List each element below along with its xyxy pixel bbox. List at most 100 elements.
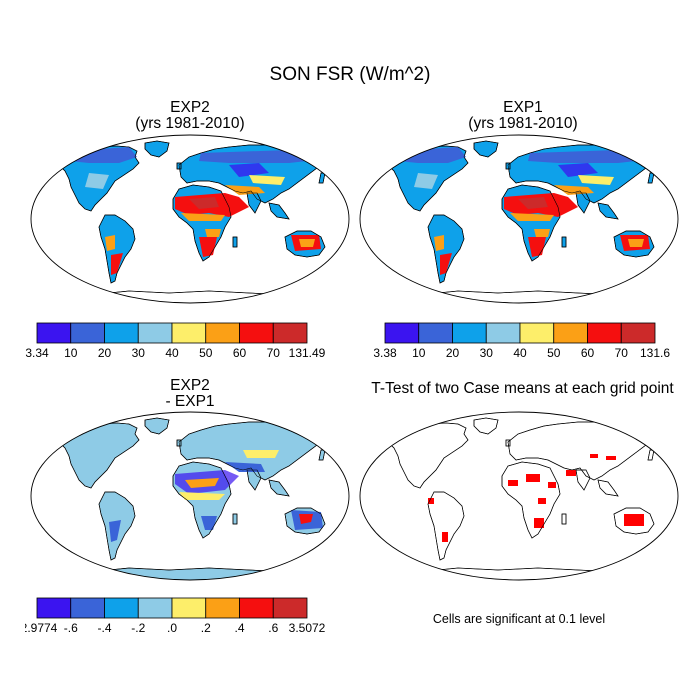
colorbar-tick-label: 10 <box>64 346 78 360</box>
map-border <box>30 134 350 304</box>
coastline-madagascar <box>561 236 567 248</box>
region-sahel <box>510 213 554 221</box>
region-sahel-diff <box>179 492 225 500</box>
panel-3-title: EXP2 - EXP1 <box>25 378 355 410</box>
colorbar-tick-label: .0 <box>167 621 177 635</box>
continent-antarctica <box>417 290 622 303</box>
colorbar-tick-label: 50 <box>547 346 561 360</box>
colorbar-tick-label: 10 <box>412 346 426 360</box>
region-australia-core <box>299 239 315 247</box>
colorbar-box <box>36 322 72 344</box>
continent-greenland <box>144 140 170 158</box>
colorbar-tick-label: 3.5072 <box>289 621 326 635</box>
figure-title: SON FSR (W/m^2) <box>269 64 431 85</box>
region-sahel <box>181 213 225 221</box>
panel-2-title: EXP1 (yrs 1981-2010) <box>358 100 688 132</box>
colorbar-box <box>70 322 105 344</box>
coastline-seAsia <box>268 202 290 220</box>
coastline-northAmerica <box>56 145 140 212</box>
continent-greenland <box>144 417 170 435</box>
coastline-greenland <box>473 417 499 435</box>
colorbar-box <box>384 322 420 344</box>
coastline-southAmerica <box>427 214 465 284</box>
coastline-uk <box>505 162 511 170</box>
significant-cell <box>566 470 576 476</box>
continent-madagascar <box>232 236 238 248</box>
colorbar-tick-label: 131.6 <box>640 346 670 360</box>
colorbar-box <box>272 597 308 619</box>
colorbar-tick-label: 30 <box>132 346 146 360</box>
panel-1-title-line1: EXP2 <box>170 99 210 116</box>
region-australia-core <box>628 239 644 247</box>
colorbar-tick-label: 3.34 <box>25 346 49 360</box>
colorbar-box <box>205 322 240 344</box>
continent-antarctica <box>88 567 293 580</box>
colorbar-box <box>104 597 139 619</box>
coastline-australia <box>284 230 326 258</box>
colorbar-box <box>104 322 139 344</box>
coastline-greenland <box>144 417 170 435</box>
colorbar-tick-label: 40 <box>165 346 179 360</box>
region-southern-africa-rim <box>205 229 221 237</box>
colorbar-box <box>171 322 207 344</box>
region-middle-east-diff <box>225 462 265 472</box>
colorbar-box <box>239 322 274 344</box>
coastline-greenland <box>144 140 170 158</box>
map-border <box>359 411 679 581</box>
coastline-australia <box>613 507 655 535</box>
colorbar-tick-label: 50 <box>199 346 213 360</box>
colorbar-box <box>620 322 656 344</box>
region-central-asia <box>229 163 269 177</box>
coastline-madagascar <box>232 513 238 525</box>
continent-antarctica <box>417 567 622 580</box>
significant-cell <box>508 480 518 486</box>
coastline-india <box>246 192 262 214</box>
map-border <box>359 134 679 304</box>
map-border <box>30 411 350 581</box>
region-patagonia <box>111 253 123 275</box>
colorbar-tick-label: 40 <box>513 346 527 360</box>
coastline-seAsia <box>597 202 619 220</box>
coastline-northAmerica <box>56 422 140 489</box>
coastline-australia <box>284 507 326 535</box>
coastline-africa <box>501 461 561 539</box>
coastline-madagascar <box>561 513 567 525</box>
panel-1-map <box>30 134 350 304</box>
coastline-africa <box>501 184 561 262</box>
colorbar-tick-label: .2 <box>201 621 211 635</box>
panel-3-title-line2: - EXP1 <box>165 393 215 410</box>
coastline-northAmerica <box>385 422 469 489</box>
panel-3-map <box>30 411 350 581</box>
coastline-southAmerica <box>427 491 465 561</box>
colorbar-box <box>587 322 622 344</box>
panel-4-title: T-Test of two Case means at each grid po… <box>371 380 674 397</box>
colorbar-box <box>553 322 588 344</box>
panel-4-note: Cells are significant at 0.1 level <box>432 612 606 626</box>
significant-cell <box>606 456 616 460</box>
significant-cell <box>534 518 544 528</box>
colorbar-tick-label: 3.38 <box>373 346 397 360</box>
coastline-seAsia <box>268 479 290 497</box>
continent-madagascar <box>232 513 238 525</box>
colorbar-tick-label: 70 <box>267 346 281 360</box>
significant-cell <box>538 498 546 504</box>
panel-2-map <box>359 134 679 304</box>
coastline-india <box>575 192 591 214</box>
colorbar-box <box>272 322 308 344</box>
region-sahara-core <box>189 197 219 209</box>
coastline-uk <box>176 439 182 447</box>
coastline-japan <box>647 449 655 461</box>
region-middle-east <box>225 185 265 195</box>
colorbar-box <box>239 597 274 619</box>
panel-2-colorbar: 3.38 10 20 30 40 50 60 70 131.6 <box>373 322 670 360</box>
significant-cell <box>590 454 598 458</box>
region-australia-diff-core <box>299 514 313 524</box>
continent-antarctica <box>88 290 293 303</box>
significant-cell <box>624 514 644 526</box>
region-andes <box>434 235 444 251</box>
colorbar-box <box>171 597 207 619</box>
colorbar-box <box>418 322 453 344</box>
region-andes <box>105 235 115 251</box>
coastline-uk <box>505 439 511 447</box>
coastline-seAsia <box>597 479 619 497</box>
